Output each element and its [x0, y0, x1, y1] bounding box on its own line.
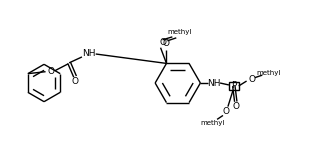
Text: O: O [48, 67, 55, 76]
Text: methyl: methyl [200, 120, 224, 126]
Text: O: O [159, 38, 166, 47]
Text: O: O [248, 75, 255, 83]
Text: NH: NH [82, 49, 95, 58]
Text: O: O [222, 107, 230, 116]
FancyBboxPatch shape [229, 82, 239, 90]
Text: P: P [231, 82, 236, 90]
Text: O: O [232, 102, 239, 111]
Text: O: O [72, 77, 79, 86]
Text: methyl: methyl [256, 70, 280, 76]
Text: NH: NH [207, 79, 221, 87]
Text: O: O [163, 39, 170, 48]
Text: methyl: methyl [167, 29, 192, 35]
